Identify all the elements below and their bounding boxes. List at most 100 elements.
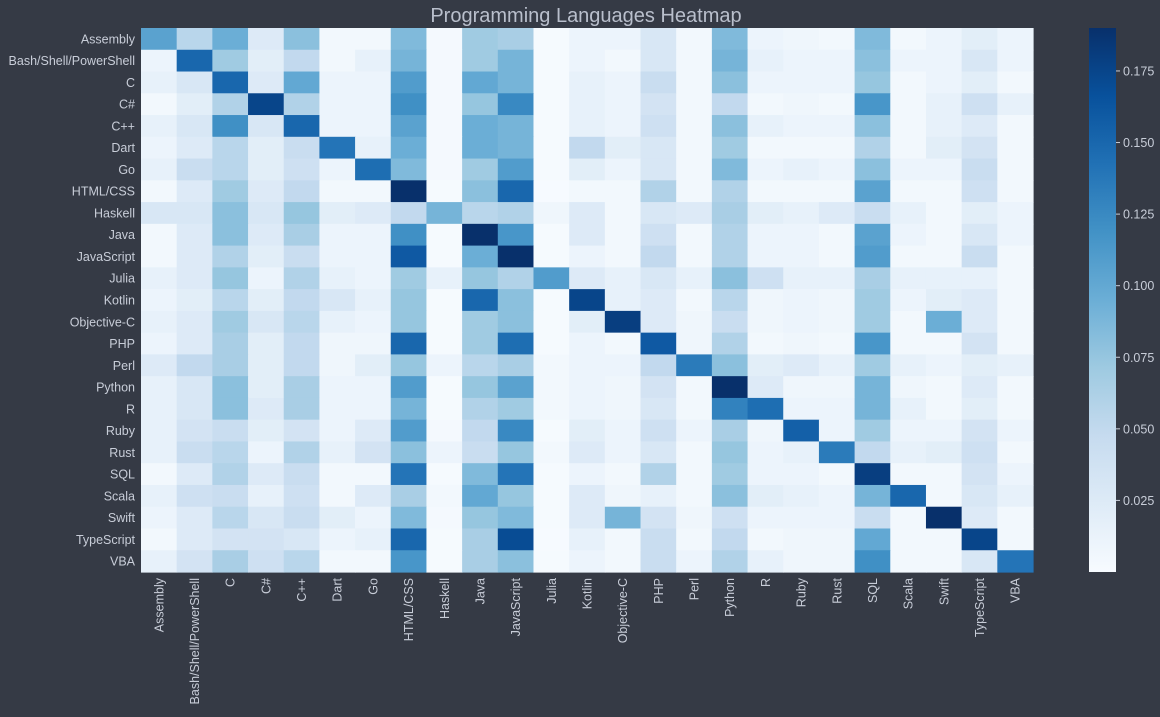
heatmap-cell <box>319 419 356 443</box>
heatmap-cell <box>997 397 1034 421</box>
heatmap-cell <box>533 550 570 573</box>
heatmap-cell <box>355 397 392 421</box>
heatmap-cell <box>783 245 820 268</box>
heatmap-cell <box>283 310 320 334</box>
heatmap-cell <box>212 332 249 355</box>
heatmap-cell <box>569 115 606 138</box>
heatmap-cell <box>711 180 749 203</box>
heatmap-cell <box>533 289 570 312</box>
heatmap-cell <box>141 49 178 73</box>
heatmap-cell <box>711 397 749 421</box>
heatmap-cell <box>141 245 178 268</box>
heatmap-cell <box>925 71 963 94</box>
heatmap-cell <box>783 71 820 94</box>
heatmap-cell <box>890 376 927 399</box>
heatmap-cell <box>497 136 535 160</box>
heatmap-cell <box>818 28 856 51</box>
heatmap-cells <box>141 28 1034 573</box>
heatmap-cell <box>604 49 642 73</box>
heatmap-cell <box>854 245 891 268</box>
heatmap-cell <box>212 289 249 312</box>
colorbar-tick-label: 0.175 <box>1123 64 1154 78</box>
heatmap-cell <box>497 267 535 290</box>
heatmap-cell <box>604 332 642 355</box>
heatmap-cell <box>426 506 463 530</box>
heatmap-cell <box>533 463 570 486</box>
column-labels: Assembly Bash/Shell/PowerShell C C# C++ Dart G… <box>152 577 1022 704</box>
heatmap-cell <box>997 528 1034 551</box>
column-label: Python <box>723 578 737 617</box>
column-label: Ruby <box>795 577 809 607</box>
heatmap-cell <box>462 180 499 203</box>
heatmap-cell <box>283 463 320 486</box>
heatmap-cell <box>212 245 249 268</box>
heatmap-cell <box>426 550 463 573</box>
heatmap-cell <box>462 463 499 486</box>
heatmap-cell <box>818 463 856 486</box>
row-label: SQL <box>110 468 135 482</box>
heatmap-cell <box>997 463 1034 486</box>
row-label: C <box>126 76 135 90</box>
heatmap-cell <box>462 550 499 573</box>
heatmap-cell <box>569 463 606 486</box>
heatmap-cell <box>818 245 856 268</box>
heatmap-cell <box>426 463 463 486</box>
heatmap-cell <box>925 115 963 138</box>
heatmap-cell <box>961 419 998 443</box>
heatmap-cell <box>925 463 963 486</box>
heatmap-cell <box>569 419 606 443</box>
heatmap-cell <box>890 245 927 268</box>
heatmap-cell <box>640 49 677 73</box>
heatmap-cell <box>890 71 927 94</box>
heatmap-cell <box>925 376 963 399</box>
heatmap-cell <box>426 93 463 116</box>
row-labels: Assembly Bash/Shell/PowerShell C C# C++ Dart G… <box>9 32 136 568</box>
heatmap-cell <box>248 289 285 312</box>
heatmap-cell <box>497 419 535 443</box>
heatmap-cell <box>355 223 392 247</box>
heatmap-cell <box>640 93 677 116</box>
heatmap-cell <box>747 136 784 160</box>
heatmap-cell <box>462 528 499 551</box>
heatmap-cell <box>426 376 463 399</box>
heatmap-cell <box>818 332 856 355</box>
row-label: Perl <box>113 359 135 373</box>
heatmap-cell <box>997 267 1034 290</box>
heatmap-cell <box>176 332 213 355</box>
column-label: Dart <box>331 577 345 601</box>
heatmap-cell <box>818 180 856 203</box>
heatmap-cell <box>212 49 249 73</box>
colorbar-tick-label: 0.050 <box>1123 422 1154 436</box>
heatmap-cell <box>676 180 713 203</box>
heatmap-cell <box>283 267 320 290</box>
heatmap-cell <box>604 223 642 247</box>
heatmap-cell <box>925 180 963 203</box>
heatmap-cell <box>997 245 1034 268</box>
heatmap-cell <box>176 397 213 421</box>
heatmap-cell <box>462 289 499 312</box>
heatmap-cell <box>961 550 998 573</box>
column-label: Java <box>473 578 487 604</box>
heatmap-cell <box>890 223 927 247</box>
heatmap-cell <box>176 28 213 51</box>
heatmap-cell <box>283 93 320 116</box>
heatmap-cell <box>747 28 784 51</box>
heatmap-cell <box>676 332 713 355</box>
heatmap-cell <box>640 397 677 421</box>
heatmap-cell <box>141 158 178 181</box>
heatmap-cell <box>783 376 820 399</box>
heatmap-cell <box>355 484 392 508</box>
heatmap-cell <box>711 484 749 508</box>
heatmap-cell <box>818 528 856 551</box>
heatmap-cell <box>747 71 784 94</box>
heatmap-cell <box>390 376 428 399</box>
heatmap-cell <box>283 332 320 355</box>
heatmap-cell <box>711 202 749 225</box>
heatmap-cell <box>248 180 285 203</box>
row-label: Kotlin <box>104 294 135 308</box>
heatmap-cell <box>462 115 499 138</box>
heatmap-cell <box>711 310 749 334</box>
heatmap-cell <box>890 506 927 530</box>
heatmap-cell <box>497 115 535 138</box>
heatmap-cell <box>426 397 463 421</box>
